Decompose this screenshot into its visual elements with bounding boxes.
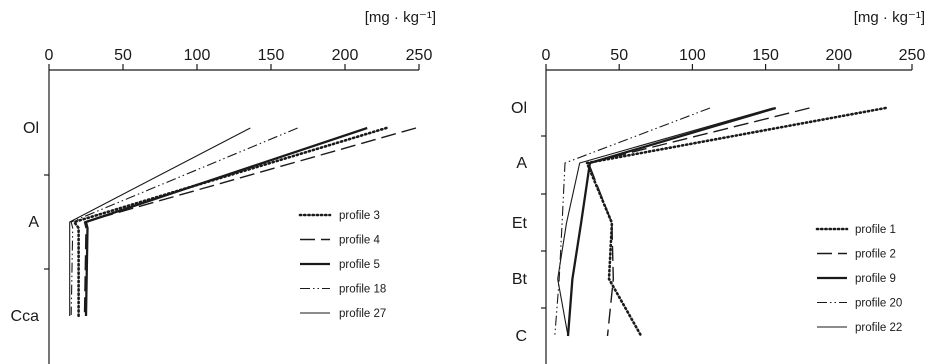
horizon-label: Ol [23, 120, 39, 137]
series-line [557, 107, 774, 337]
horizon-label: A [28, 214, 39, 231]
legend-label: profile 22 [855, 322, 902, 334]
legend-label: profile 9 [855, 273, 896, 285]
legend-label: profile 5 [339, 259, 380, 271]
unit-label: [mg · kg⁻¹] [365, 9, 436, 26]
horizon-label: Ol [511, 100, 527, 117]
x-tick-label: 0 [45, 47, 54, 64]
series-line [585, 106, 887, 338]
series-line [566, 106, 777, 337]
legend-label: profile 1 [855, 224, 896, 236]
series-line [72, 126, 388, 318]
x-tick-label: 150 [752, 47, 779, 64]
series-line [554, 107, 711, 337]
horizon-label: Cca [11, 308, 40, 325]
chart-panel-right: [mg · kg⁻¹] 0 50 100 150 200 250 Ol A Et Bt Cprofil… [511, 9, 925, 364]
legend-label: profile 4 [339, 235, 381, 247]
legend-label: profile 3 [339, 210, 380, 222]
series-line [83, 127, 417, 316]
series-line [587, 107, 810, 337]
legend-label: profile 18 [339, 284, 386, 296]
x-tick-label: 150 [258, 47, 285, 64]
unit-label: [mg · kg⁻¹] [854, 9, 925, 26]
horizon-label: A [516, 155, 527, 172]
x-tick-label: 50 [114, 47, 132, 64]
x-tick-label: 100 [679, 47, 706, 64]
x-tick-label: 100 [184, 47, 211, 64]
chart-panel-left: [mg · kg⁻¹] 0 50 100 150 200 250 Ol A Cca profile … [11, 9, 436, 364]
x-tick-label: 250 [406, 47, 433, 64]
horizon-label: C [515, 328, 527, 345]
series-line [69, 127, 251, 316]
horizon-label: Et [512, 215, 528, 232]
horizon-label: Bt [512, 271, 528, 288]
x-tick-label: 200 [825, 47, 852, 64]
x-tick-label: 200 [332, 47, 359, 64]
x-tick-label: 50 [610, 47, 628, 64]
legend-label: profile 20 [855, 298, 902, 310]
series-line [70, 127, 298, 316]
series-line [84, 126, 368, 317]
x-tick-label: 0 [542, 47, 551, 64]
x-tick-label: 250 [899, 47, 926, 64]
legend-label: profile 2 [855, 249, 896, 261]
legend-label: profile 27 [339, 308, 386, 320]
